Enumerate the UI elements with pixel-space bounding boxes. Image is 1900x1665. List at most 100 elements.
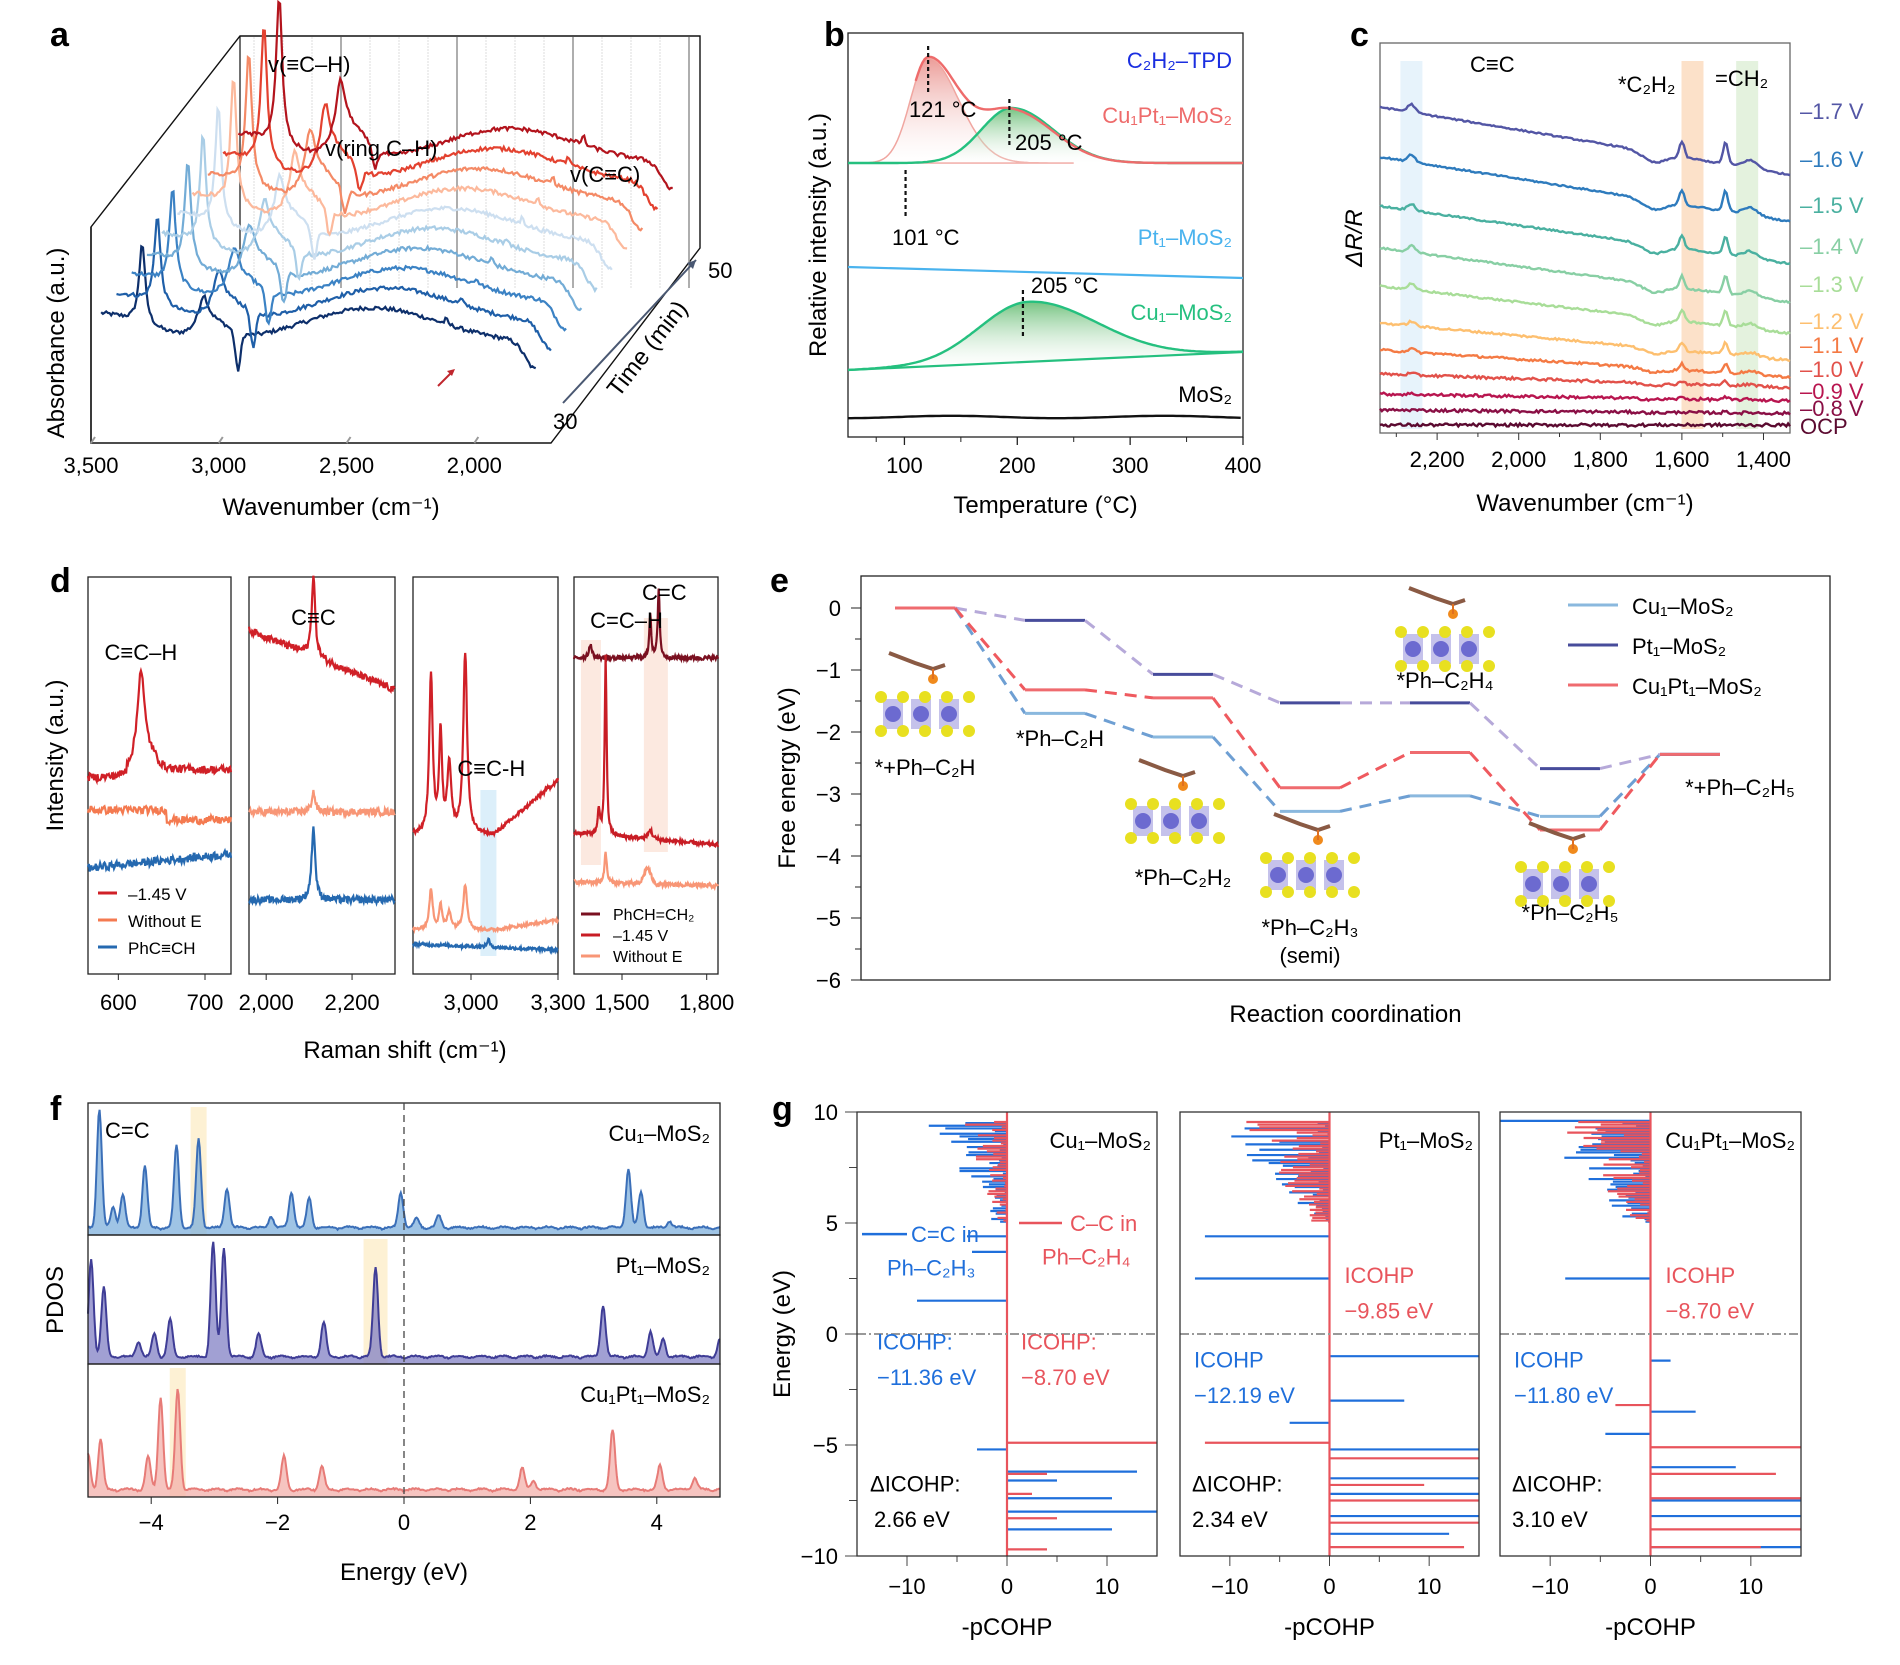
y-tick-label: 0 [829,596,841,621]
x-tick-label: 0 [1323,1574,1335,1599]
x-tick-label: 700 [187,990,224,1015]
peak-label-121: 121 °C [909,97,977,122]
x-tick-label: 10 [1095,1574,1119,1599]
sulfur-atom [1559,861,1571,873]
panel-letter-f: f [50,1090,62,1128]
step-label: *Ph–C₂H₂ [1135,865,1232,890]
panel-c-sers: 2,200 2,000 1,800 1,600 1,400 Wavenumber (cm⁻… [1341,42,1864,517]
y-tick-label: −6 [816,968,841,993]
x-tick-label: 300 [1112,453,1149,478]
sulfur-atom [1537,861,1549,873]
x-tick-label: 2,000 [1491,447,1546,472]
panel-letter-g: g [772,1090,793,1128]
spectrum-line [146,163,583,312]
x-tick [473,436,480,444]
x-tick-label: −10 [1211,1574,1248,1599]
spectrum-line [1379,391,1791,404]
energy-connector [1084,619,1154,676]
sulfur-atom [963,725,975,737]
peak-area-cu1 [848,301,1243,370]
delta-icohp-label: ΔICOHP: [1192,1472,1282,1497]
time-arrow-head [687,260,696,269]
sulfur-atom [1439,626,1451,638]
sulfur-atom [1282,852,1294,864]
subplot-title: Pt₁–MoS₂ [1379,1128,1473,1153]
y-axis-label: Free energy (eV) [774,687,801,868]
spectrum-line [177,105,613,271]
legend-label: PhC≡CH [128,939,196,958]
icohp-value-blue: −11.36 eV [877,1365,977,1390]
subplot-frame [248,576,396,975]
x-tick-label: 2,200 [1410,447,1465,472]
energy-connector [1084,711,1154,739]
delta-icohp-value: 2.34 eV [1192,1507,1268,1532]
sulfur-atom [1169,798,1181,810]
sulfur-atom [919,691,931,703]
legend-label: Cu₁Pt₁–MoS₂ [1632,674,1762,699]
series-label: Cu₁Pt₁–MoS₂ [580,1382,710,1407]
step-label: *Ph–C₂H₃ [1262,915,1359,940]
sulfur-atom [1304,886,1316,898]
x-tick-label: 3,000 [443,990,498,1015]
sulfur-atom [1260,886,1272,898]
icohp-label-blue: ICOHP [1194,1347,1264,1372]
sulfur-atom [963,691,975,703]
x-axis-label: -pCOHP [962,1614,1053,1641]
band-label-ch2: =CH₂ [1715,66,1768,91]
x-axis-label: Temperature (°C) [953,492,1137,519]
spectrum-line [1379,407,1791,417]
energy-connector [1339,751,1411,790]
sulfur-atom [1581,895,1593,907]
sulfur-atom [941,725,953,737]
raman-line [86,666,233,786]
sulfur-atom [1515,895,1527,907]
sulfur-atom [1191,798,1203,810]
molecule-ph-c2h [875,651,975,737]
peak-annotation: C≡C-H [457,756,525,781]
voltage-label: –1.1 V [1800,333,1864,358]
step-label: *Ph–C₂H₄ [1396,668,1493,693]
icohp-value-red: −8.70 eV [1021,1365,1110,1390]
x-tick [90,436,96,444]
panel-b-tpd: 100 200 300 400 Temperature (°C) Relative int… [805,33,1261,519]
spectrum-line [1379,153,1791,223]
spectrum-line [1379,203,1791,266]
legend-label: Cu₁–MoS₂ [1632,594,1734,619]
x-axis-label: -pCOHP [1605,1614,1696,1641]
spectrum-line [1379,371,1791,390]
energy-connector [1599,752,1661,771]
annotation-ring-cH: v(ring C–H) [325,136,437,161]
x-tick-label: 2,500 [319,453,374,478]
energy-connector [1468,751,1542,831]
spectrum-line [1379,282,1791,336]
raman-line [247,575,396,694]
spectrum-line [100,244,537,372]
peak-label-cu1-205: 205 °C [1031,273,1099,298]
step-label: *Ph–C₂H [1016,726,1104,751]
x-tick-label: 1,800 [679,990,734,1015]
series-label-mos2: MoS₂ [1178,382,1232,407]
voltage-label: –0.8 V [1800,396,1864,421]
y-tick-label: −1 [816,658,841,683]
delta-icohp-label: ΔICOHP: [1512,1472,1602,1497]
sulfur-atom [1282,886,1294,898]
sulfur-atom [1326,886,1338,898]
sulfur-atom [1326,852,1338,864]
raman-line [248,826,396,907]
sulfur-atom [1581,861,1593,873]
x-tick-label: 3,300 [530,990,585,1015]
peak-area-205 [848,108,1243,163]
sulfur-atom [1147,832,1159,844]
sulfur-atom [897,725,909,737]
icohp-value-red: −8.70 eV [1666,1298,1755,1323]
sulfur-atom [1125,832,1137,844]
subplot-title: Cu₁Pt₁–MoS₂ [1665,1128,1795,1153]
raman-line [412,652,560,838]
mo-atom [1135,813,1151,829]
peak-label-205: 205 °C [1015,130,1083,155]
panel-letter-b: b [824,16,845,54]
series-label-cu1: Cu₁–MoS₂ [1130,300,1232,325]
x-tick-label: −10 [888,1574,925,1599]
x-tick [217,436,224,444]
x-tick-label: 3,000 [191,453,246,478]
